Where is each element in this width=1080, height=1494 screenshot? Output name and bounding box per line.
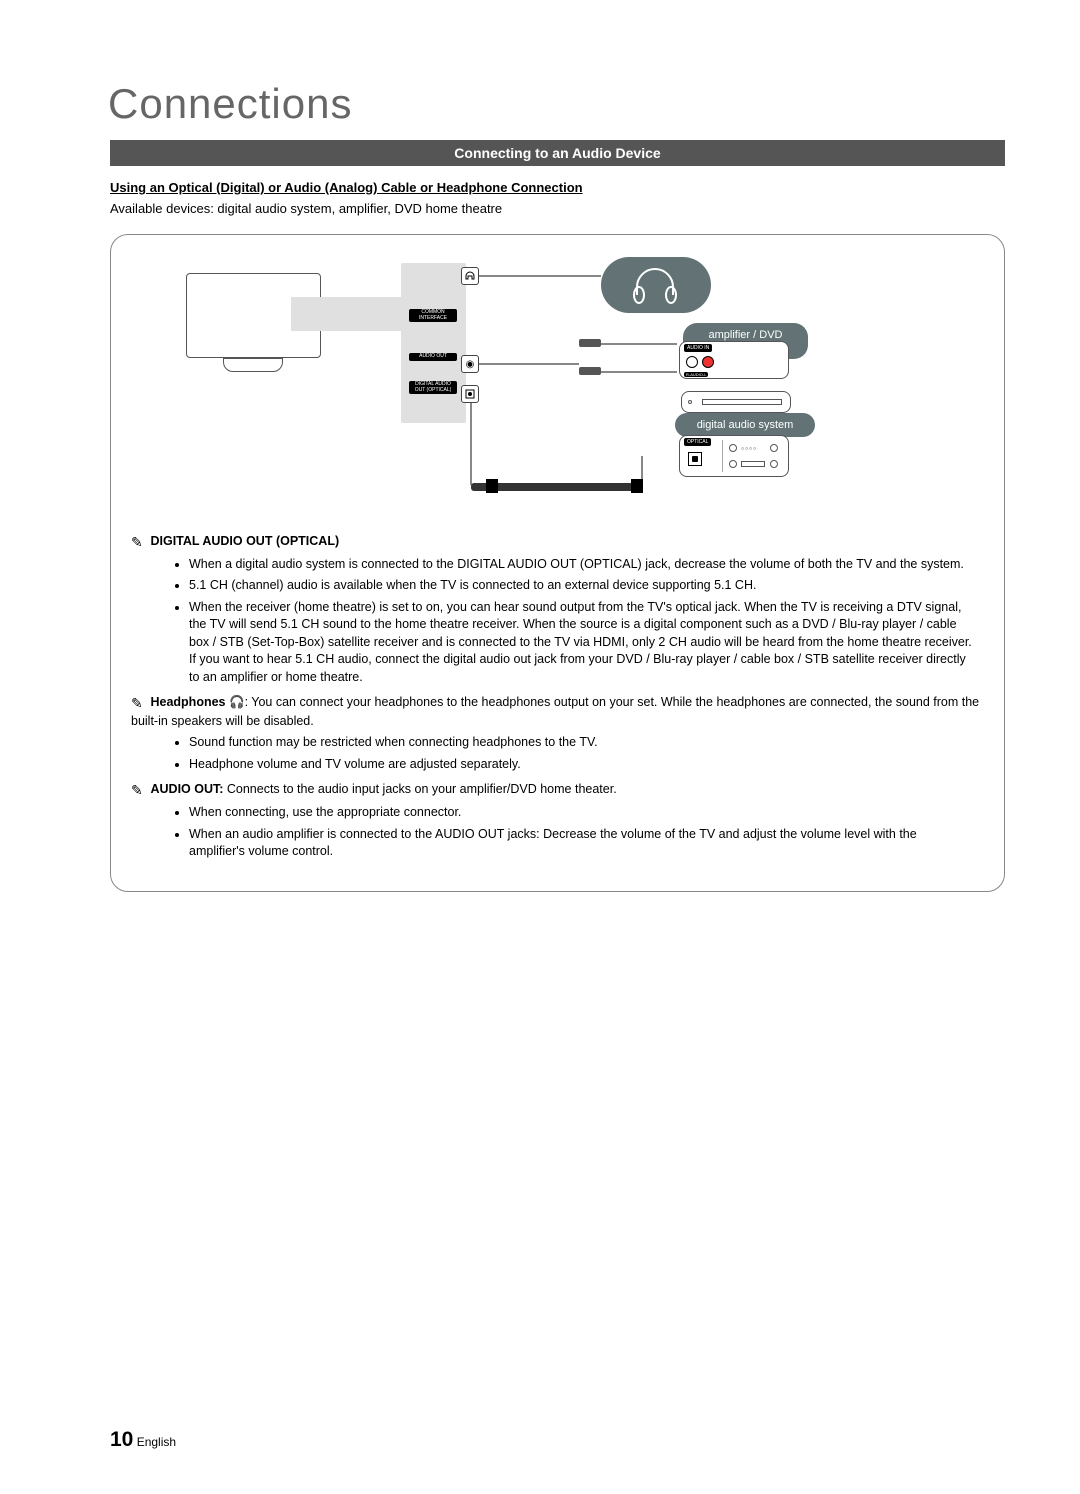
optical-plug-icon bbox=[631, 479, 643, 493]
note-audio-out-list: When connecting, use the appropriate con… bbox=[189, 804, 984, 861]
note-text: Connects to the audio input jacks on you… bbox=[223, 782, 616, 796]
audio-cable bbox=[479, 363, 579, 365]
digital-audio-system-label: digital audio system bbox=[675, 413, 815, 437]
note-heading: AUDIO OUT: bbox=[150, 782, 223, 796]
rca-plug-icon bbox=[579, 339, 601, 347]
note-icon: ✎ bbox=[131, 533, 147, 552]
list-item: 5.1 CH (channel) audio is available when… bbox=[189, 577, 984, 595]
note-digital-audio-list: When a digital audio system is connected… bbox=[189, 556, 984, 687]
optical-cable-down bbox=[470, 403, 472, 485]
list-item: Sound function may be restricted when co… bbox=[189, 734, 984, 752]
rca-plug-icon bbox=[579, 367, 601, 375]
list-item: When a digital audio system is connected… bbox=[189, 556, 984, 574]
available-devices-text: Available devices: digital audio system,… bbox=[110, 201, 1005, 216]
optical-plug-icon bbox=[486, 479, 498, 493]
knob-icon bbox=[688, 400, 692, 404]
digital-audio-out-label: DIGITAL AUDIO OUT (OPTICAL) bbox=[409, 381, 457, 394]
note-heading: Headphones bbox=[150, 695, 225, 709]
note-text: : You can connect your headphones to the… bbox=[131, 695, 979, 728]
rca-red-icon bbox=[702, 356, 714, 368]
connection-diagram: COMMON INTERFACE AUDIO OUT DIGITAL AUDIO… bbox=[131, 253, 984, 513]
tv-panel-bridge bbox=[291, 297, 401, 331]
list-item: When connecting, use the appropriate con… bbox=[189, 804, 984, 822]
optical-badge: OPTICAL bbox=[684, 438, 711, 446]
amplifier-front-device bbox=[681, 391, 791, 413]
rca-white-icon bbox=[686, 356, 698, 368]
das-front-icon: ○○○○ bbox=[722, 440, 782, 472]
audio-cable-branch bbox=[601, 343, 677, 345]
r-audio-l-badge: R-AUDIO-L bbox=[684, 372, 708, 377]
page-title: Connections bbox=[108, 80, 1005, 128]
amplifier-device: AUDIO IN R-AUDIO-L bbox=[679, 341, 789, 379]
optical-jack-icon bbox=[461, 385, 479, 403]
audio-in-badge: AUDIO IN bbox=[684, 344, 712, 352]
note-digital-audio: ✎ DIGITAL AUDIO OUT (OPTICAL) bbox=[131, 533, 984, 552]
tv-stand bbox=[223, 358, 283, 372]
audio-cable-branch bbox=[601, 371, 677, 373]
list-item: When an audio amplifier is connected to … bbox=[189, 826, 984, 861]
headphones-icon: 🎧 bbox=[229, 695, 245, 709]
dvd-tray-icon bbox=[702, 399, 782, 405]
headphone-jack-icon bbox=[461, 267, 479, 285]
note-audio-out: ✎ AUDIO OUT: Connects to the audio input… bbox=[131, 781, 984, 800]
footer-language: English bbox=[137, 1435, 176, 1449]
note-headphones-list: Sound function may be restricted when co… bbox=[189, 734, 984, 773]
list-item: When the receiver (home theatre) is set … bbox=[189, 599, 984, 687]
note-icon: ✎ bbox=[131, 781, 147, 800]
note-headphones: ✎ Headphones 🎧: You can connect your hea… bbox=[131, 694, 984, 730]
list-item: Headphone volume and TV volume are adjus… bbox=[189, 756, 984, 774]
page-footer: 10 English bbox=[110, 1428, 176, 1452]
digital-audio-system-device: OPTICAL ○○○○ bbox=[679, 435, 789, 477]
common-interface-label: COMMON INTERFACE bbox=[409, 309, 457, 322]
tv-back-panel bbox=[401, 263, 466, 423]
optical-in-icon bbox=[688, 452, 702, 466]
diagram-container: COMMON INTERFACE AUDIO OUT DIGITAL AUDIO… bbox=[110, 234, 1005, 892]
audio-out-jack-icon: ◉ bbox=[461, 355, 479, 373]
headphones-icon bbox=[631, 267, 679, 305]
page-number: 10 bbox=[110, 1428, 133, 1451]
headphone-cable bbox=[479, 275, 601, 277]
note-icon: ✎ bbox=[131, 694, 147, 713]
audio-out-label: AUDIO OUT bbox=[409, 353, 457, 361]
note-heading: DIGITAL AUDIO OUT (OPTICAL) bbox=[150, 534, 339, 548]
section-heading: Connecting to an Audio Device bbox=[110, 140, 1005, 166]
connection-subheading: Using an Optical (Digital) or Audio (Ana… bbox=[110, 180, 1005, 195]
